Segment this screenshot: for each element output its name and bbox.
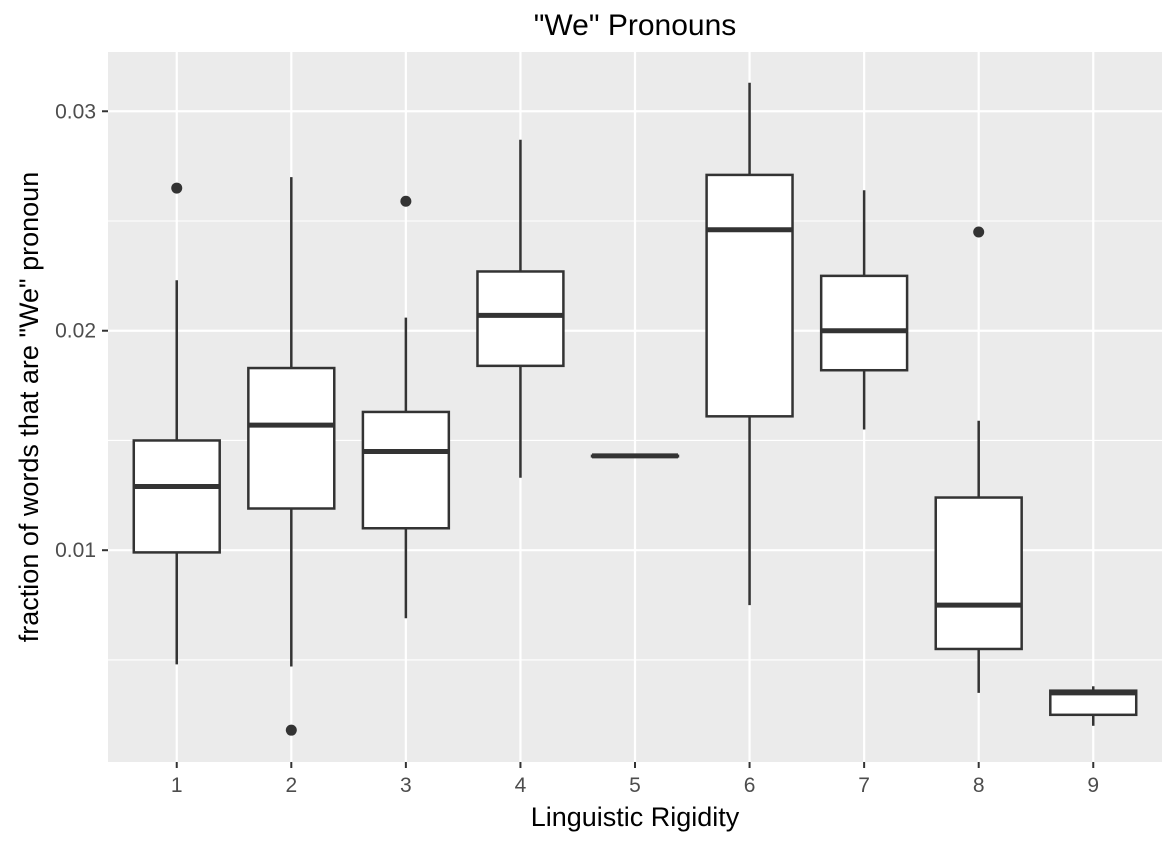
box-8 [934, 226, 1023, 693]
outlier-point [400, 195, 412, 207]
box-body [361, 410, 451, 530]
x-axis-title: Linguistic Rigidity [531, 802, 740, 832]
box-body [476, 270, 565, 368]
chart-title: "We" Pronouns [534, 9, 737, 42]
y-tick-label: 0.01 [55, 539, 96, 562]
box-2 [247, 177, 336, 736]
box-7 [819, 190, 909, 430]
x-tick-label: 6 [744, 774, 756, 797]
box-body [705, 173, 794, 418]
box-body [934, 496, 1023, 651]
x-tick-label: 3 [400, 774, 412, 797]
box-body [247, 366, 336, 510]
x-tick-label: 5 [629, 774, 641, 797]
x-tick-label: 8 [973, 774, 985, 797]
x-tick-label: 9 [1087, 774, 1099, 797]
x-tick-label: 2 [285, 774, 297, 797]
box-body [132, 439, 221, 554]
box-4 [476, 139, 565, 478]
box-6 [705, 82, 794, 606]
y-tick-label: 0.02 [55, 320, 96, 343]
box-series [132, 82, 1138, 736]
box-3 [361, 195, 451, 619]
x-tick-label: 7 [858, 774, 870, 797]
box-9 [1049, 686, 1138, 726]
y-axis-title: fraction of words that are "We" pronoun [14, 172, 44, 642]
box-1 [132, 182, 221, 665]
outlier-point [171, 182, 183, 194]
x-tick-label: 4 [515, 774, 527, 797]
y-tick-label: 0.03 [55, 100, 96, 123]
box-5 [590, 453, 680, 459]
y-axis: 0.01 0.02 0.03 [55, 100, 108, 562]
x-axis: 1 2 3 4 5 6 7 8 9 [171, 762, 1099, 797]
x-tick-label: 1 [171, 774, 183, 797]
box-body [819, 274, 909, 372]
outlier-point [973, 226, 985, 238]
outlier-point [285, 724, 297, 736]
